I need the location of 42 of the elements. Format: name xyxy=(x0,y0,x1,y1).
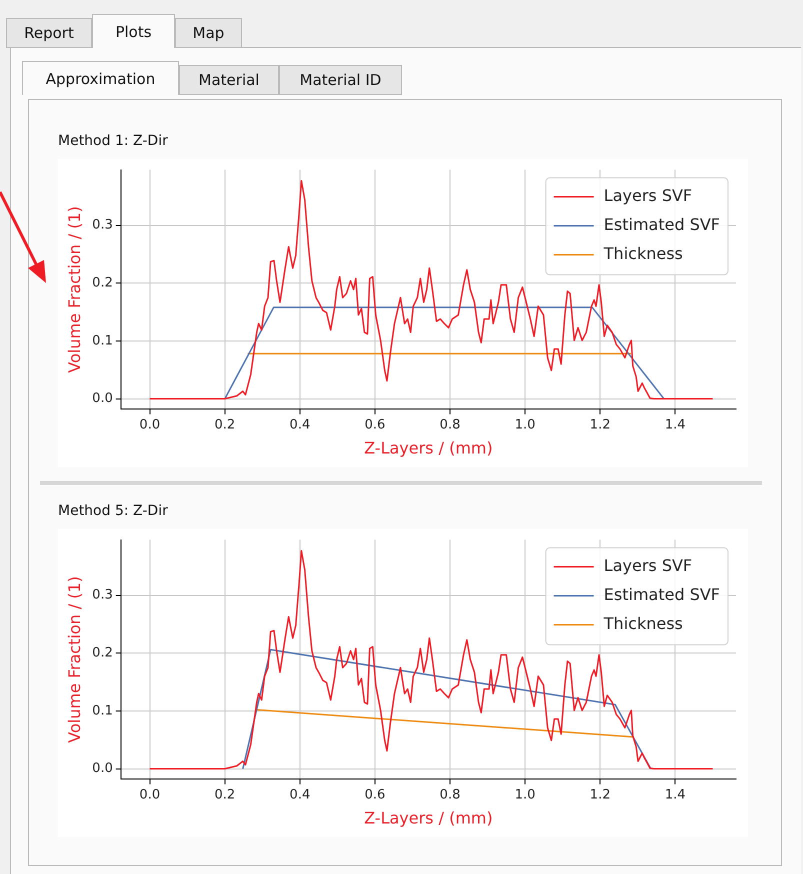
y-tick-label: 0.2 xyxy=(92,646,113,661)
x-tick-label: 1.2 xyxy=(590,787,610,802)
legend-label: Thickness xyxy=(602,614,683,633)
text: Report xyxy=(6,18,92,48)
y-tick-label: 0.1 xyxy=(92,333,113,348)
x-tick-label: 1.0 xyxy=(514,417,536,432)
x-tick-label: 1.0 xyxy=(514,787,536,802)
y-tick-label: 0.0 xyxy=(92,761,113,776)
chart-title: Method 1: Z-Dir xyxy=(58,133,169,149)
x-tick-label: 1.2 xyxy=(590,417,610,432)
x-axis-title: Z-Layers / (mm) xyxy=(364,438,493,458)
text: Material xyxy=(179,65,279,95)
x-tick-label: 0.6 xyxy=(364,787,386,802)
y-tick-label: 0.2 xyxy=(92,276,113,291)
x-tick-label: 0.0 xyxy=(139,417,160,432)
x-tick-label: 0.4 xyxy=(290,417,310,432)
x-tick-label: 0.8 xyxy=(440,417,460,432)
y-tick-label: 0.1 xyxy=(92,703,113,718)
x-tick-label: 1.4 xyxy=(664,417,686,432)
x-tick-label: 0.6 xyxy=(364,417,386,432)
x-tick-label: 0.4 xyxy=(290,787,310,802)
legend-label: Estimated SVF xyxy=(604,584,720,604)
y-tick-label: 0.3 xyxy=(92,588,113,603)
legend-label: Thickness xyxy=(602,244,683,263)
text: Material ID xyxy=(279,65,402,95)
x-axis-title: Z-Layers / (mm) xyxy=(364,808,493,828)
text: Plots xyxy=(92,14,175,48)
legend-label: Layers SVF xyxy=(604,186,692,205)
y-tick-label: 0.3 xyxy=(92,218,113,233)
x-tick-label: 1.4 xyxy=(664,787,686,802)
x-tick-label: 0.8 xyxy=(440,787,460,802)
text: Map xyxy=(175,18,242,48)
chart-title: Method 5: Z-Dir xyxy=(58,503,169,519)
x-tick-label: 0.2 xyxy=(214,787,236,802)
x-tick-label: 0.2 xyxy=(214,417,236,432)
x-tick-label: 0.0 xyxy=(139,787,160,802)
legend-label: Estimated SVF xyxy=(604,214,720,234)
y-axis-title: Volume Fraction / (1) xyxy=(64,206,84,373)
text: Approximation xyxy=(22,61,179,95)
legend-label: Layers SVF xyxy=(604,556,692,575)
y-tick-label: 0.0 xyxy=(92,391,113,406)
y-axis-title: Volume Fraction / (1) xyxy=(64,576,84,743)
